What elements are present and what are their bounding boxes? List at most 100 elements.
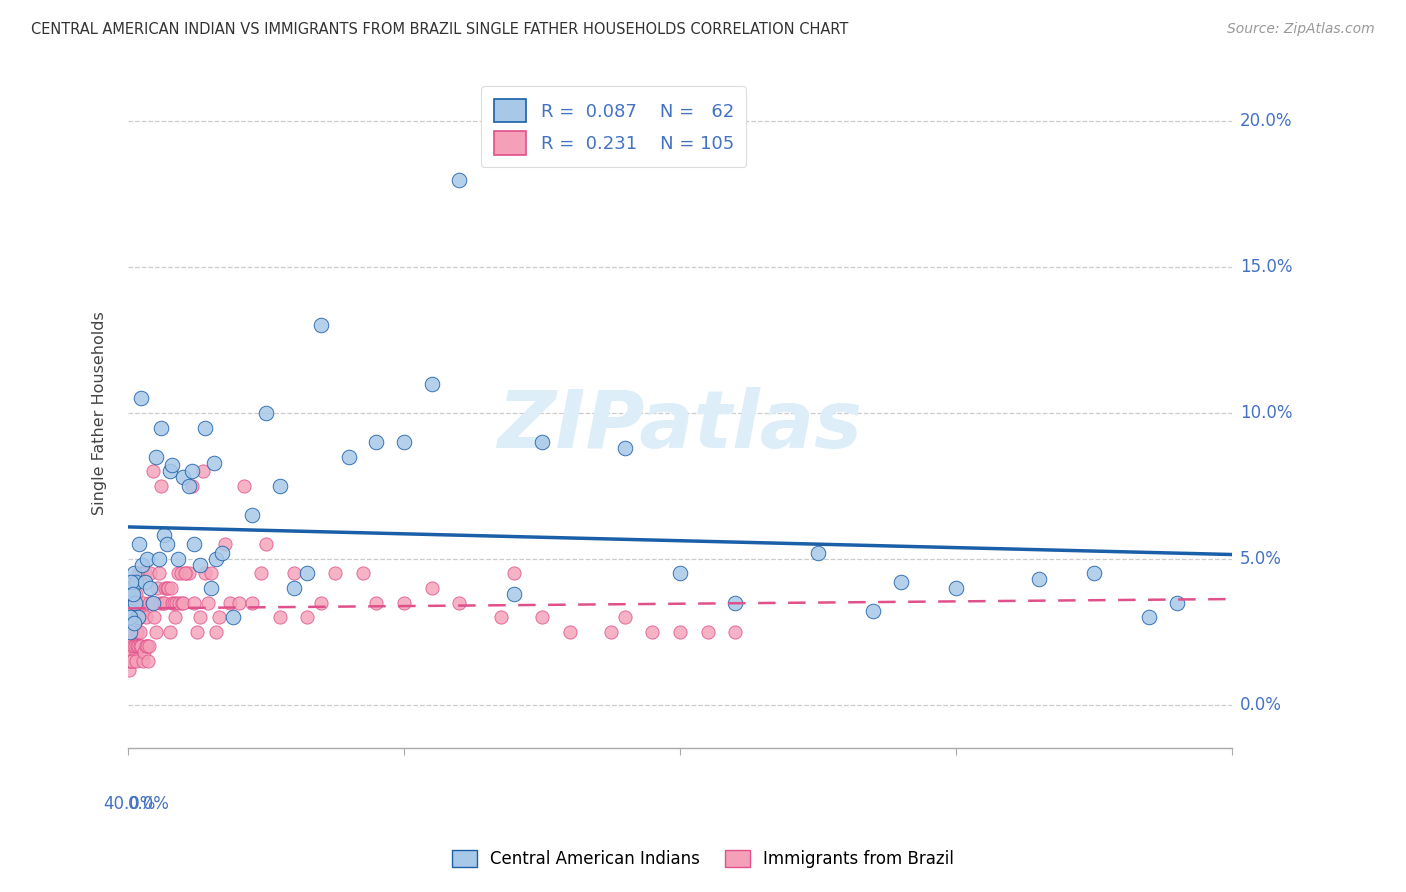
Point bbox=[156, 537, 179, 551]
Point bbox=[269, 479, 291, 493]
Point bbox=[122, 615, 145, 630]
Point bbox=[240, 508, 263, 522]
Point bbox=[530, 435, 553, 450]
Legend: R =  0.087    N =   62, R =  0.231    N = 105: R = 0.087 N = 62, R = 0.231 N = 105 bbox=[481, 87, 747, 167]
Point bbox=[392, 596, 415, 610]
Point bbox=[128, 566, 150, 581]
Point bbox=[165, 596, 187, 610]
Point bbox=[269, 610, 291, 624]
Point bbox=[134, 575, 156, 590]
Point bbox=[125, 624, 148, 639]
Point bbox=[202, 456, 225, 470]
Point bbox=[1137, 610, 1160, 624]
Point bbox=[122, 566, 145, 581]
Point bbox=[122, 654, 145, 668]
Point bbox=[169, 566, 191, 581]
Point bbox=[131, 566, 153, 581]
Point bbox=[669, 624, 692, 639]
Point bbox=[166, 552, 188, 566]
Point bbox=[420, 581, 443, 595]
Point bbox=[180, 479, 202, 493]
Point bbox=[249, 566, 271, 581]
Text: Source: ZipAtlas.com: Source: ZipAtlas.com bbox=[1227, 22, 1375, 37]
Text: 15.0%: 15.0% bbox=[1240, 258, 1292, 277]
Point bbox=[200, 566, 222, 581]
Point bbox=[139, 581, 162, 595]
Point bbox=[136, 552, 159, 566]
Point bbox=[669, 566, 692, 581]
Point bbox=[125, 645, 148, 659]
Text: 5.0%: 5.0% bbox=[1240, 549, 1282, 568]
Point bbox=[352, 566, 374, 581]
Point bbox=[945, 581, 967, 595]
Point bbox=[138, 596, 160, 610]
Point bbox=[121, 633, 143, 648]
Text: 40.0%: 40.0% bbox=[104, 796, 156, 814]
Point bbox=[162, 458, 184, 473]
Text: 20.0%: 20.0% bbox=[1240, 112, 1292, 130]
Point bbox=[254, 537, 277, 551]
Point bbox=[228, 596, 250, 610]
Point bbox=[146, 581, 169, 595]
Point bbox=[503, 566, 526, 581]
Point bbox=[121, 640, 143, 654]
Point bbox=[132, 654, 155, 668]
Point bbox=[134, 566, 156, 581]
Point bbox=[145, 624, 167, 639]
Point bbox=[128, 624, 150, 639]
Point bbox=[311, 318, 333, 333]
Point bbox=[503, 587, 526, 601]
Point bbox=[366, 596, 388, 610]
Point bbox=[240, 596, 263, 610]
Point bbox=[449, 596, 471, 610]
Point bbox=[530, 610, 553, 624]
Point bbox=[122, 596, 145, 610]
Point bbox=[183, 596, 205, 610]
Point bbox=[135, 640, 157, 654]
Text: CENTRAL AMERICAN INDIAN VS IMMIGRANTS FROM BRAZIL SINGLE FATHER HOUSEHOLDS CORRE: CENTRAL AMERICAN INDIAN VS IMMIGRANTS FR… bbox=[31, 22, 848, 37]
Point bbox=[163, 596, 186, 610]
Point bbox=[890, 575, 912, 590]
Point bbox=[177, 566, 200, 581]
Point bbox=[131, 558, 153, 572]
Point bbox=[194, 566, 217, 581]
Point bbox=[174, 566, 197, 581]
Point bbox=[183, 537, 205, 551]
Point bbox=[150, 420, 173, 434]
Point bbox=[366, 435, 388, 450]
Point bbox=[149, 596, 172, 610]
Point bbox=[311, 596, 333, 610]
Point bbox=[156, 581, 179, 595]
Point bbox=[159, 624, 181, 639]
Point bbox=[142, 596, 165, 610]
Point bbox=[211, 546, 233, 560]
Point bbox=[148, 566, 170, 581]
Point bbox=[129, 604, 152, 618]
Point bbox=[297, 610, 319, 624]
Point bbox=[172, 596, 194, 610]
Point bbox=[118, 654, 141, 668]
Point bbox=[197, 596, 219, 610]
Point bbox=[337, 450, 360, 464]
Point bbox=[121, 587, 143, 601]
Point bbox=[132, 645, 155, 659]
Point bbox=[724, 596, 747, 610]
Point bbox=[157, 581, 180, 595]
Point bbox=[392, 435, 415, 450]
Point bbox=[127, 640, 149, 654]
Point bbox=[297, 566, 319, 581]
Point bbox=[122, 640, 145, 654]
Point bbox=[124, 640, 146, 654]
Point bbox=[160, 581, 183, 595]
Point bbox=[118, 624, 141, 639]
Point bbox=[173, 566, 195, 581]
Point bbox=[122, 587, 145, 601]
Point bbox=[124, 615, 146, 630]
Point bbox=[194, 420, 217, 434]
Point bbox=[136, 654, 159, 668]
Point bbox=[120, 640, 142, 654]
Point bbox=[283, 566, 305, 581]
Point bbox=[188, 558, 211, 572]
Point bbox=[118, 604, 141, 618]
Point bbox=[807, 546, 830, 560]
